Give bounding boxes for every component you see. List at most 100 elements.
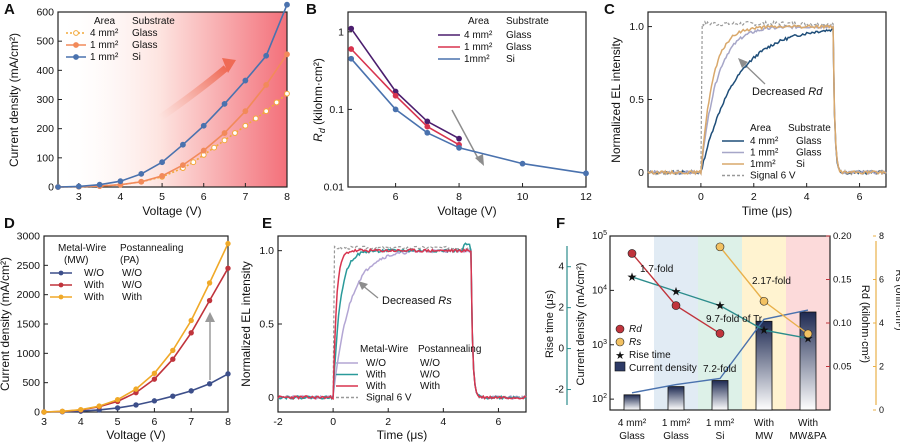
panel-e-ytick-label: 0.5 xyxy=(259,319,274,331)
panel-e-annotation-arrowhead xyxy=(358,281,368,290)
panel-f-ytick-exp: 4 xyxy=(603,284,607,291)
panel-e-legend-label: W/O xyxy=(366,358,386,369)
panel-b-legend-label: 4 mm² xyxy=(464,30,493,41)
panel-f-annotation: 9.7-fold of Tr xyxy=(706,314,763,325)
panel-a-legend-marker xyxy=(73,42,79,48)
panel-a-series-1-marker xyxy=(221,130,228,136)
panel-e-xtick-label: 2 xyxy=(385,416,391,428)
panel-c-ylabel: Normalized EL intensity xyxy=(609,37,623,163)
panel-b-trend-arrow xyxy=(451,109,481,163)
panel-f-rd-marker xyxy=(671,301,681,310)
panel-b-series-2-line xyxy=(350,58,587,175)
panel-b-series-1-line xyxy=(350,48,460,146)
panel-f-rd-tick-label: 0.20 xyxy=(833,231,852,242)
panel-b-series-0-marker xyxy=(348,25,355,32)
panel-d-ytick-label: 500 xyxy=(22,377,40,389)
panel-d-legend-marker xyxy=(58,294,64,300)
panel-b-series-0-marker xyxy=(424,118,431,125)
panel-d-xtick-label: 8 xyxy=(225,416,231,428)
panel-a-xlabel: Voltage (V) xyxy=(142,204,201,218)
panel-e-plot-frame xyxy=(277,235,527,413)
panel-b-trend-arrowhead xyxy=(475,154,484,166)
panel-a-series-0-marker xyxy=(263,108,270,115)
panel-f-rd-tick-label: 0.05 xyxy=(833,362,852,373)
panel-f-ylabel-right2: Rs (ohm·cm²) xyxy=(893,269,900,330)
panel-d-ytick-label: 2000 xyxy=(17,289,41,301)
panel-a-series-2-marker xyxy=(200,122,207,129)
panel-e-legend-pa: With xyxy=(420,381,440,392)
panel-e-xtick-label: -2 xyxy=(273,416,282,428)
panel-c-annotation-arrow xyxy=(741,61,766,85)
panel-b-legend-label: 1mm² xyxy=(464,54,490,65)
panel-f-ytick-base: 10 xyxy=(592,340,604,351)
panel-b-ytick-label: 1 xyxy=(338,26,344,38)
panel-f-ytick-exp: 3 xyxy=(603,339,607,346)
panel-d-series-0-marker xyxy=(170,393,176,399)
panel-d-series-0-marker xyxy=(114,405,121,411)
panel-a-series-1-marker xyxy=(242,108,249,115)
panel-b-plot-frame xyxy=(347,11,587,188)
panel-f-category-label: With xyxy=(798,418,818,429)
panel-c-legend-header: Substrate xyxy=(788,123,831,134)
panel-letter-a: A xyxy=(4,1,15,18)
panel-b-ytick-label: 0.01 xyxy=(324,182,345,194)
panel-f-legend-rd-marker xyxy=(615,324,625,334)
panel-f-ylabel-right: Rd (kilohm·cm²) xyxy=(859,285,871,363)
panel-d-series-1-marker xyxy=(206,297,213,304)
panel-a-series-1-line xyxy=(57,53,288,188)
panel-a-series-2-marker xyxy=(221,100,228,107)
panel-c-xtick-label: 0 xyxy=(698,191,704,203)
panel-b-legend-substrate: Glass xyxy=(506,42,532,53)
panel-a-series-1-marker xyxy=(284,51,290,58)
panel-f-legend-label: Current density xyxy=(629,363,697,374)
panel-a-ytick-label: 100 xyxy=(36,152,54,164)
panel-a-series-2-marker xyxy=(284,1,290,8)
panel-a-legend-marker xyxy=(73,54,79,60)
panel-f-annotation: 7.2-fold xyxy=(703,364,736,375)
panel-f-risetime-marker: ★ xyxy=(627,270,638,284)
panel-d-ytick-label: 1500 xyxy=(17,319,41,331)
panel-e-xtick-label: 0 xyxy=(330,416,336,428)
panel-a-ytick-label: 300 xyxy=(36,94,54,106)
panel-f-ytick-exp: 5 xyxy=(603,230,607,237)
panel-a-legend-substrate: Si xyxy=(132,52,141,63)
panel-e-legend-label: With xyxy=(366,370,386,381)
panel-b-series-1-marker xyxy=(424,123,431,130)
panel-b-xtick-label: 10 xyxy=(517,191,529,203)
panel-f-category-label: With xyxy=(754,418,774,429)
panel-f-ylabel-left2: Rise time (μs) xyxy=(544,290,556,358)
panel-d-series-2-marker xyxy=(170,347,176,354)
panel-d-series-2-marker xyxy=(225,240,231,247)
panel-d-series-2-marker xyxy=(133,386,139,392)
panel-b-legend-header: Substrate xyxy=(506,16,549,27)
panel-c-legend-label: 4 mm² xyxy=(750,136,779,147)
panel-f-category-label: Glass xyxy=(663,431,689,442)
panel-d-legend-marker xyxy=(58,282,64,288)
panel-a-legend-label: 1 mm² xyxy=(90,40,119,51)
panel-b: 6 8 10 12 0.01 0.1 1 Voltage (V) Rd (kilohm·cm²)… xyxy=(311,11,592,218)
panel-e-annotation: Decreased Rs xyxy=(382,295,452,307)
panel-d-series-0-marker xyxy=(188,388,194,394)
panel-c-legend-substrate: Si xyxy=(796,159,805,170)
panel-d-legend-pa: With xyxy=(122,292,142,303)
panel-f-bar-4 xyxy=(799,311,817,411)
panel-a-series-0-marker xyxy=(242,122,249,129)
panel-f-ytick-base: 10 xyxy=(592,394,604,405)
panel-a-legend-substrate: Glass xyxy=(132,40,158,51)
panel-c-legend-substrate: Glass xyxy=(796,148,822,159)
panel-d-legend-pa: W/O xyxy=(122,280,142,291)
panel-letter-e: E xyxy=(262,215,272,232)
panel-b-series-1-marker xyxy=(348,46,355,52)
panel-e-legend-pa: W/O xyxy=(420,358,440,369)
panel-f-legend-bar-swatch xyxy=(614,361,626,372)
panel-a-gradient-background xyxy=(58,12,287,187)
panel-d-series-2-marker xyxy=(96,403,102,409)
panel-d-legend-pa: W/O xyxy=(122,268,142,279)
panel-d-series-2-marker xyxy=(206,280,213,286)
panel-b-ylabel: Rd (kilohm·cm²) xyxy=(311,58,327,142)
panel-c-legend-label: Signal 6 V xyxy=(750,171,796,182)
panel-f-category-label: Glass xyxy=(619,431,645,442)
panel-d-xtick-label: 6 xyxy=(151,416,157,428)
panel-e-xtick-label: 4 xyxy=(440,416,446,428)
panel-d-series-1-marker xyxy=(188,330,194,336)
